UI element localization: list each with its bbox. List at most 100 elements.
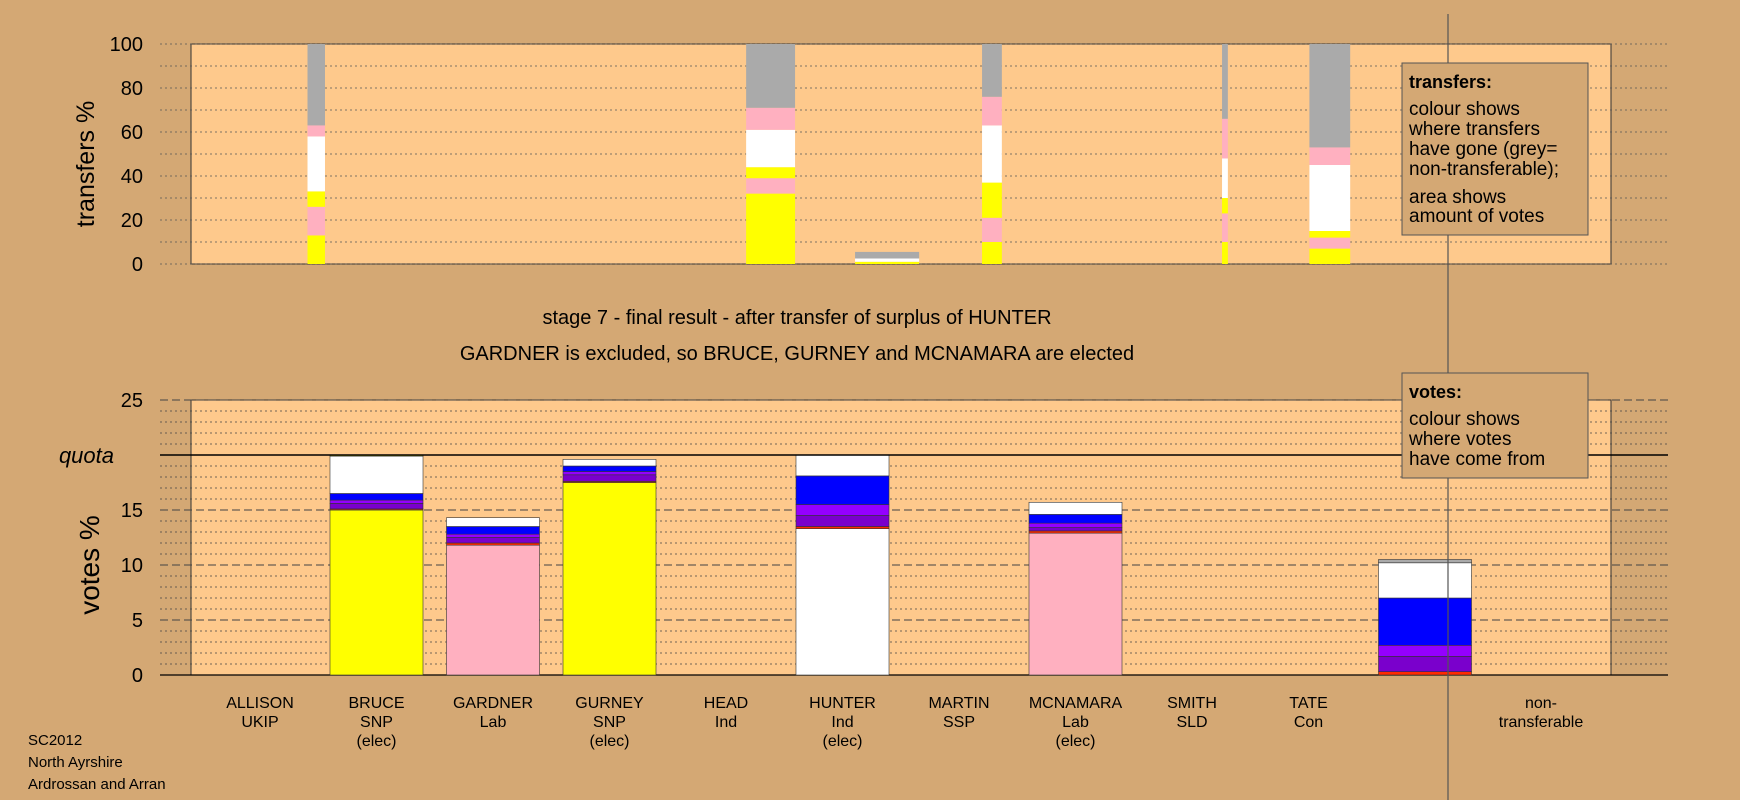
candidate-label: SMITH (1167, 695, 1217, 712)
candidate-label: transferable (1499, 714, 1584, 731)
legend-votes-box (1401, 372, 1589, 479)
transfer-bar-segment (982, 96, 1002, 126)
candidate-label: (elec) (589, 733, 629, 750)
y-tick-label: 60 (121, 122, 143, 144)
legend-votes-line: colour shows (1409, 409, 1520, 430)
legend-transfers-line: non-transferable); (1409, 159, 1559, 180)
vote-bar-segment (1378, 644, 1472, 657)
candidate-label: non- (1525, 695, 1557, 712)
y-tick-label: 5 (132, 610, 143, 632)
transfer-bar-segment (1222, 158, 1228, 198)
votes-bars (329, 454, 1472, 676)
y-tick-label: 15 (121, 500, 143, 522)
vote-bar-segment (1028, 532, 1123, 676)
transfer-bar-segment (307, 235, 325, 264)
y-tick-label: 40 (121, 166, 143, 188)
footer-line: Ardrossan and Arran (28, 776, 166, 793)
legend-votes: votes: colour shows where votes have com… (1401, 372, 1589, 479)
transfer-bar-segment (855, 258, 920, 262)
vote-bar-segment (562, 482, 657, 676)
footer-line: North Ayrshire (28, 754, 123, 771)
vote-bar-segment (562, 474, 657, 482)
vote-bar-segment (1378, 559, 1472, 564)
transfers-y-axis-label: transfers % (72, 101, 100, 227)
vote-bar-segment (562, 465, 657, 472)
candidate-label: (elec) (356, 733, 396, 750)
vote-bar-segment (446, 544, 540, 676)
candidate-label: ALLISON (226, 695, 294, 712)
transfer-bar-segment (982, 217, 1002, 242)
votes-y-axis-label: votes % (74, 515, 105, 615)
candidate-label: MCNAMARA (1029, 695, 1123, 712)
votes-y-ticks: 0 5 10 15 25 (121, 390, 143, 687)
transfer-bar-segment (1309, 231, 1351, 238)
candidate-label: Lab (1062, 714, 1089, 731)
candidate-label: SNP (593, 714, 626, 731)
vote-bar-segment (446, 517, 540, 527)
candidate-label: GARDNER (453, 695, 533, 712)
vote-bar-segment (795, 528, 890, 676)
transfer-bar-segment (746, 167, 796, 179)
transfer-bar-segment (746, 193, 796, 264)
candidate-label: SSP (943, 714, 975, 731)
candidate-label: Ind (715, 714, 737, 731)
vote-bar-segment (1378, 597, 1472, 646)
y-tick-label: 80 (121, 78, 143, 100)
transfer-bar-segment (307, 125, 325, 137)
transfers-bars (307, 44, 1351, 264)
transfer-bar-segment (1222, 44, 1228, 119)
votes-panel: 0 5 10 15 25 quota votes % ALLISON UKIP BRUCE S… (59, 390, 1668, 750)
candidate-label: UKIP (241, 714, 278, 731)
transfer-bar-segment (1309, 237, 1351, 249)
legend-transfers-line: area shows (1409, 187, 1506, 208)
vote-bar-segment (1028, 501, 1123, 515)
candidate-label: Lab (480, 714, 507, 731)
vote-bar-segment (795, 454, 890, 477)
vote-bar-segment (795, 515, 890, 527)
legend-votes-line: have come from (1409, 449, 1545, 470)
vote-bar-segment (795, 526, 890, 530)
transfer-bar-segment (307, 191, 325, 207)
transfer-bar-segment (307, 206, 325, 236)
candidate-label: (elec) (822, 733, 862, 750)
transfer-bar-segment (855, 251, 920, 259)
transfer-bar-segment (746, 107, 796, 130)
candidate-label: HUNTER (809, 695, 876, 712)
vote-bar-segment (446, 533, 540, 538)
y-tick-label: 20 (121, 210, 143, 232)
vote-bar-segment (1028, 514, 1123, 524)
quota-label: quota (59, 443, 114, 468)
legend-transfers-title: transfers: (1409, 72, 1492, 92)
transfers-y-ticks: 0 20 40 60 80 100 (110, 34, 143, 276)
transfer-bar-segment (855, 261, 920, 264)
legend-transfers: transfers: colour shows where transfers … (1401, 62, 1589, 236)
legend-transfers-line: amount of votes (1409, 206, 1544, 227)
transfer-bar-segment (982, 242, 1002, 264)
candidate-label: HEAD (704, 695, 748, 712)
y-tick-label: 25 (121, 390, 143, 412)
vote-bar-segment (329, 493, 424, 501)
transfer-bar-segment (1222, 198, 1228, 214)
legend-votes-line: where votes (1408, 429, 1511, 450)
transfer-bar-segment (1222, 118, 1228, 159)
transfer-bar-segment (746, 44, 796, 108)
transfer-bar-segment (1222, 242, 1228, 264)
candidate-label: SLD (1176, 714, 1207, 731)
vote-bar-segment (1378, 655, 1472, 672)
y-tick-label: 10 (121, 555, 143, 577)
vote-bar-segment (795, 475, 890, 505)
vote-bar-segment (329, 503, 424, 510)
legend-transfers-line: colour shows (1409, 99, 1520, 120)
vote-bar-segment (1378, 671, 1472, 676)
transfer-bar-segment (1309, 147, 1351, 165)
candidate-label: Con (1294, 714, 1323, 731)
legend-transfers-box (1401, 62, 1589, 236)
y-tick-label: 100 (110, 34, 143, 56)
transfer-bar-segment (307, 44, 325, 126)
stage-title: stage 7 - final result - after transfer … (542, 307, 1051, 329)
transfer-bar-segment (746, 178, 796, 194)
candidate-label: (elec) (1055, 733, 1095, 750)
candidate-label: GURNEY (575, 695, 644, 712)
vote-bar-segment (446, 526, 540, 535)
candidate-label: TATE (1289, 695, 1328, 712)
